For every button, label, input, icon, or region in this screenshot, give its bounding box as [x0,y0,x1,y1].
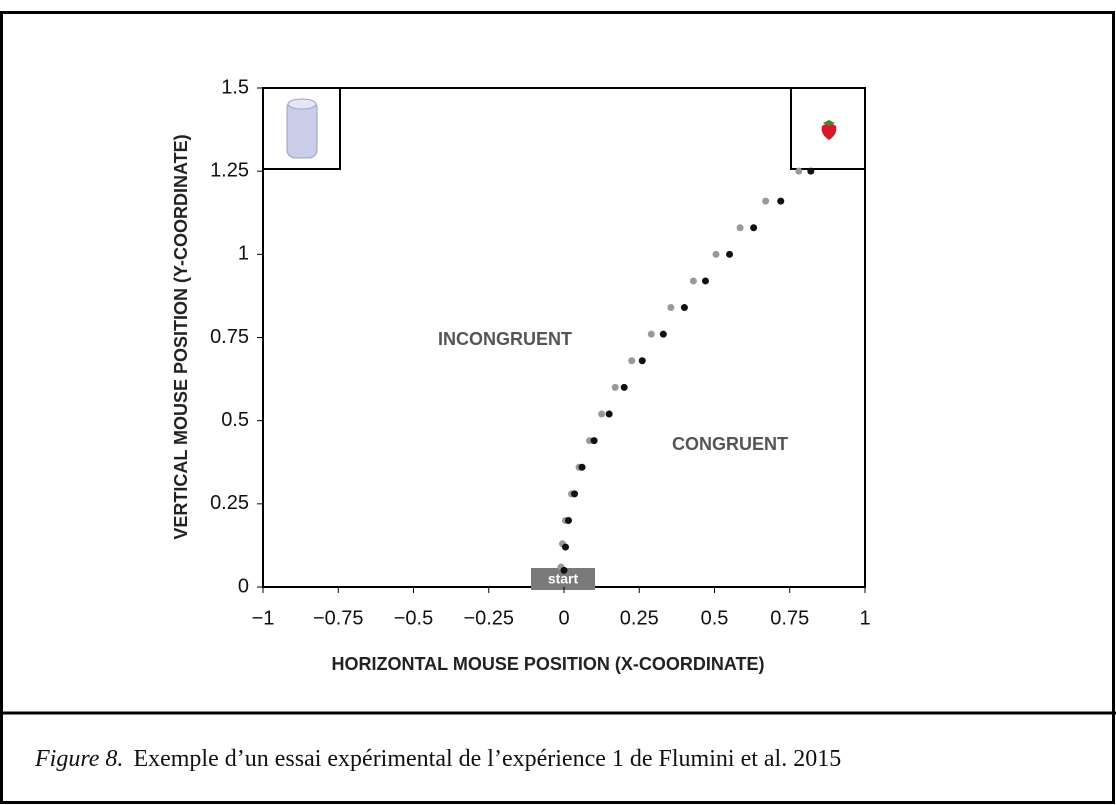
trajectory-point [598,410,606,418]
trajectory-point [762,197,770,205]
trajectory-point [667,304,675,312]
x-tick-label: −0.5 [394,607,433,629]
series-label: INCONGRUENT [438,329,572,349]
start-box [531,568,595,590]
trajectory-point [777,197,785,205]
trajectory-point [726,250,734,258]
trajectory-point [560,566,568,574]
trajectory-point [795,167,803,175]
trajectory-point [571,490,579,498]
figure-border [0,11,1115,804]
x-tick-label: −1 [252,607,275,629]
trajectory-point [605,410,613,418]
start-label: start [548,571,579,587]
x-axis-title: HORIZONTAL MOUSE POSITION (X-COORDINATE) [332,654,765,674]
trajectory-point [565,516,573,524]
trajectory-point [628,357,636,365]
y-tick-label: 0.5 [221,409,249,431]
y-tick-label: 0.25 [210,492,249,514]
x-tick-label: −0.75 [313,607,364,629]
series-label: CONGRUENT [672,434,788,454]
trajectory-point [638,357,646,365]
trajectory-point [807,167,815,175]
strawberry-icon [821,120,837,140]
trajectory-point [750,224,758,232]
trajectory-point [562,543,570,551]
trajectory-point [689,277,697,285]
y-tick-label: 1.5 [221,76,249,98]
trajectory-point [701,277,709,285]
y-tick-label: 1 [238,243,249,265]
right-target-box [790,87,866,170]
y-tick-label: 0.75 [210,326,249,348]
trajectory-point [611,383,619,391]
y-axis-title: VERTICAL MOUSE POSITION (Y-COORDINATE) [171,134,191,539]
trajectory-point [712,250,720,258]
trajectory-point [659,330,667,338]
trajectory-point [620,383,628,391]
x-tick-label: 0 [558,607,569,629]
x-tick-label: 0.25 [620,607,659,629]
y-tick-label: 0 [238,575,249,597]
can-icon [286,98,318,159]
trajectory-point [578,463,586,471]
trajectory-point [680,304,688,312]
y-tick-label: 1.25 [210,159,249,181]
caption: Figure 8. Exemple d’un essai expérimental… [34,746,841,772]
caption-text: Exemple d’un essai expérimental de l’exp… [133,746,841,772]
x-tick-label: 1 [859,607,870,629]
trajectory-point [590,437,598,445]
x-tick-label: −0.25 [463,607,514,629]
caption-label: Figure 8. [34,746,123,772]
trajectory-point [647,330,655,338]
left-target-box [262,87,341,170]
x-tick-label: 0.5 [701,607,729,629]
x-tick-label: 0.75 [770,607,809,629]
trajectory-point [736,224,744,232]
